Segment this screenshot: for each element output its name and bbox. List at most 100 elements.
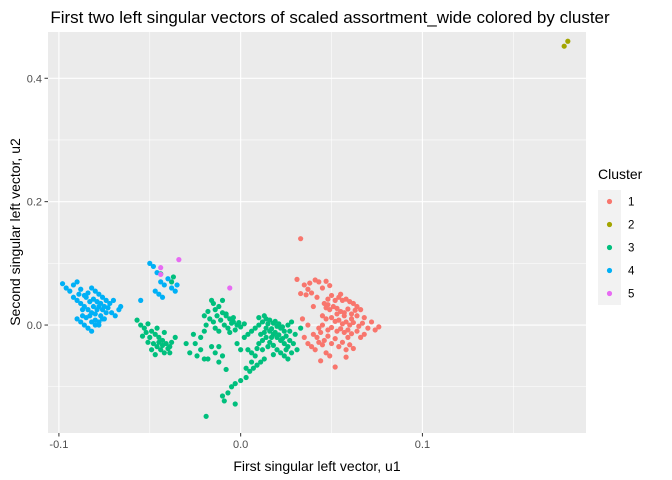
x-tick-label: 0.1 (415, 439, 430, 451)
data-point-cluster-1 (312, 347, 318, 353)
data-point-cluster-4 (112, 313, 118, 319)
data-point-cluster-3 (272, 318, 278, 324)
data-point-cluster-3 (225, 390, 231, 396)
data-point-cluster-3 (223, 311, 229, 317)
data-point-cluster-3 (212, 350, 218, 356)
data-point-cluster-4 (152, 288, 158, 294)
data-point-cluster-3 (147, 334, 153, 340)
data-point-cluster-3 (216, 359, 222, 365)
data-point-cluster-3 (212, 325, 218, 331)
data-point-cluster-3 (223, 366, 229, 373)
data-point-cluster-3 (152, 352, 158, 358)
data-point-cluster-4 (156, 291, 162, 297)
data-point-cluster-3 (294, 347, 300, 353)
data-point-cluster-5 (158, 265, 164, 271)
data-point-cluster-1 (338, 326, 344, 332)
data-point-cluster-3 (219, 297, 226, 303)
data-point-cluster-1 (327, 353, 333, 359)
data-point-cluster-3 (225, 325, 231, 331)
data-point-cluster-3 (288, 350, 295, 356)
data-point-cluster-4 (150, 263, 157, 270)
data-point-cluster-1 (303, 292, 309, 298)
data-point-cluster-4 (59, 281, 66, 287)
data-point-cluster-3 (256, 315, 262, 321)
data-point-cluster-1 (338, 291, 344, 297)
data-point-cluster-3 (283, 333, 289, 339)
data-point-cluster-4 (92, 288, 98, 294)
data-point-cluster-4 (103, 310, 109, 316)
data-point-cluster-3 (241, 321, 247, 327)
data-point-cluster-4 (101, 316, 107, 322)
legend-label: 4 (628, 266, 635, 278)
data-point-cluster-1 (339, 339, 346, 345)
data-point-cluster-1 (328, 315, 335, 321)
data-point-cluster-3 (228, 320, 235, 326)
data-point-cluster-3 (161, 329, 167, 336)
data-point-cluster-4 (158, 279, 164, 285)
data-point-cluster-3 (254, 362, 260, 368)
data-point-cluster-4 (172, 288, 178, 294)
data-point-cluster-4 (118, 303, 124, 310)
data-point-cluster-3 (218, 317, 224, 323)
data-point-cluster-3 (170, 274, 177, 280)
data-point-cluster-3 (145, 321, 151, 327)
data-point-cluster-3 (268, 326, 275, 332)
legend-key-point (606, 221, 613, 228)
data-point-cluster-1 (316, 325, 322, 331)
data-point-cluster-1 (298, 236, 304, 242)
data-point-cluster-4 (147, 260, 153, 266)
data-point-cluster-3 (205, 356, 211, 362)
data-point-cluster-4 (98, 300, 104, 307)
data-point-cluster-4 (90, 303, 97, 310)
data-point-cluster-3 (201, 313, 207, 319)
data-point-cluster-1 (348, 331, 355, 337)
data-point-cluster-1 (354, 313, 360, 319)
data-point-cluster-3 (238, 347, 244, 353)
data-point-cluster-1 (316, 339, 322, 345)
data-point-cluster-3 (238, 377, 244, 384)
data-point-cluster-1 (327, 307, 333, 313)
data-point-cluster-3 (285, 322, 291, 328)
data-point-cluster-1 (354, 303, 360, 310)
legend-label: 3 (628, 243, 634, 255)
data-point-cluster-4 (92, 311, 98, 317)
data-point-cluster-3 (203, 322, 209, 328)
data-point-cluster-3 (265, 344, 271, 350)
data-point-cluster-3 (227, 329, 233, 336)
data-point-cluster-3 (248, 359, 255, 365)
data-point-cluster-1 (350, 300, 356, 307)
data-point-cluster-3 (232, 327, 238, 333)
data-point-cluster-1 (325, 327, 331, 333)
data-point-cluster-1 (328, 340, 335, 347)
data-point-cluster-3 (208, 344, 215, 350)
data-point-cluster-3 (145, 339, 151, 345)
data-point-cluster-1 (336, 344, 342, 350)
data-point-cluster-1 (343, 319, 349, 325)
data-point-cluster-1 (325, 302, 331, 308)
data-point-cluster-1 (327, 282, 333, 289)
data-point-cluster-3 (149, 347, 155, 353)
data-point-cluster-3 (238, 324, 244, 330)
data-point-cluster-4 (85, 290, 91, 296)
y-tick-label: 0.4 (27, 73, 42, 85)
data-point-cluster-1 (314, 294, 320, 300)
data-point-cluster-3 (154, 325, 160, 331)
data-point-cluster-3 (216, 344, 222, 350)
y-tick-label: 0.0 (27, 320, 42, 332)
data-point-cluster-4 (110, 297, 117, 303)
data-point-cluster-3 (141, 325, 147, 331)
data-point-cluster-1 (323, 316, 329, 322)
data-point-cluster-4 (107, 300, 113, 307)
x-axis-ticks: -0.1 0.0 0.1 (49, 433, 430, 451)
data-point-cluster-3 (210, 319, 216, 325)
data-point-cluster-3 (219, 393, 226, 399)
data-point-cluster-3 (138, 322, 144, 328)
data-point-cluster-3 (190, 331, 197, 337)
data-point-cluster-1 (307, 280, 313, 286)
data-point-cluster-4 (103, 297, 109, 303)
data-point-cluster-3 (172, 334, 178, 340)
data-point-cluster-3 (156, 339, 162, 345)
chart-title: First two left singular vectors of scale… (50, 8, 610, 27)
data-point-cluster-1 (305, 340, 311, 347)
data-point-cluster-4 (165, 276, 171, 282)
